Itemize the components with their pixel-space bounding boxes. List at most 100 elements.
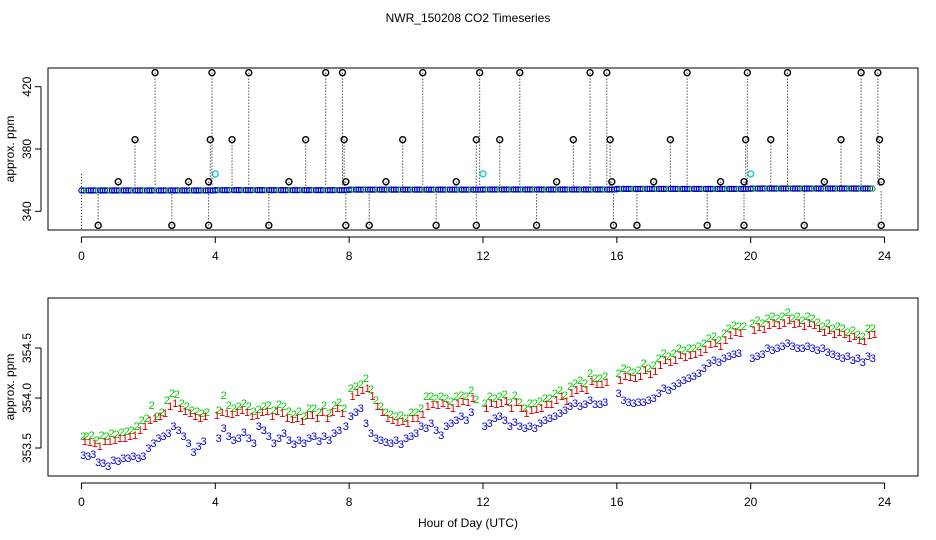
x-tick-label: 8 bbox=[346, 249, 353, 263]
outlier-point bbox=[322, 68, 330, 77]
series-2-marker: 2 bbox=[378, 401, 384, 413]
outlier-point bbox=[649, 178, 658, 186]
series-2-marker: 2 bbox=[433, 393, 439, 405]
series-2-marker: 2 bbox=[870, 323, 876, 335]
series-3-marker: 3 bbox=[343, 421, 349, 433]
outlier-point bbox=[608, 178, 616, 186]
series-1-marker: 1 bbox=[791, 319, 797, 331]
series-2-marker: 2 bbox=[463, 391, 469, 403]
series-1-marker: 1 bbox=[806, 318, 812, 330]
x-tick-label: 16 bbox=[610, 495, 624, 509]
series-3-marker: 3 bbox=[835, 351, 841, 363]
series-1-marker: 1 bbox=[359, 385, 365, 397]
bottom-y-axis-label: approx. ppm bbox=[3, 354, 17, 421]
series-3-marker: 3 bbox=[378, 435, 384, 447]
series-2-marker: 2 bbox=[221, 390, 227, 402]
x-tick-label: 20 bbox=[744, 495, 758, 509]
series-1-marker: 1 bbox=[460, 396, 466, 408]
series-2-marker: 2 bbox=[448, 396, 454, 408]
series-3-marker: 3 bbox=[701, 363, 707, 375]
series-2-marker: 2 bbox=[114, 429, 120, 441]
series-3-marker: 3 bbox=[408, 431, 414, 443]
series-2-marker: 2 bbox=[256, 404, 262, 416]
series-2-marker: 2 bbox=[103, 431, 109, 443]
series-2-marker: 2 bbox=[681, 345, 687, 357]
series-3-marker: 3 bbox=[291, 439, 297, 451]
series-2-marker: 2 bbox=[754, 315, 760, 327]
series-2-marker: 2 bbox=[830, 323, 836, 335]
outlier-point bbox=[398, 135, 407, 144]
outlier-point bbox=[452, 178, 460, 186]
outlier-point bbox=[603, 68, 611, 77]
series-1-marker: 1 bbox=[167, 401, 173, 413]
series-1-marker: 1 bbox=[836, 327, 842, 339]
series-3-marker: 3 bbox=[794, 343, 800, 355]
series-2-marker: 2 bbox=[741, 321, 747, 333]
outlier-point bbox=[516, 68, 524, 77]
series-2-marker: 2 bbox=[383, 407, 389, 419]
series-2-marker: 2 bbox=[266, 400, 272, 412]
series-3-marker: 3 bbox=[557, 408, 563, 420]
series-3-marker: 3 bbox=[413, 428, 419, 440]
series-2-marker: 2 bbox=[174, 389, 180, 401]
series-2-marker: 2 bbox=[408, 407, 414, 419]
series-2-marker: 2 bbox=[711, 331, 717, 343]
series-3-marker: 3 bbox=[226, 431, 232, 443]
series-1-marker: 1 bbox=[239, 405, 245, 417]
series-1-marker: 1 bbox=[682, 352, 688, 364]
series-2-marker: 2 bbox=[164, 395, 170, 407]
series-1-marker: 1 bbox=[637, 371, 643, 383]
cyan-point bbox=[747, 170, 755, 178]
series-2-marker: 2 bbox=[676, 343, 682, 355]
series-2-marker: 2 bbox=[311, 403, 317, 415]
top-panel: 0 4 8 12 16 20 24 340 380 420 approx. ppm bbox=[3, 67, 919, 263]
outlier-point bbox=[204, 178, 213, 186]
series-3-marker: 3 bbox=[185, 438, 191, 450]
series-2-marker: 2 bbox=[860, 331, 866, 343]
series-1-marker: 1 bbox=[339, 408, 345, 420]
series-3-marker: 3 bbox=[80, 450, 86, 462]
series-2-marker: 2 bbox=[363, 373, 369, 385]
series-3-marker: 3 bbox=[150, 438, 156, 450]
outlier-point bbox=[767, 135, 775, 144]
series-2-marker: 2 bbox=[438, 391, 444, 403]
outlier-point bbox=[606, 135, 614, 144]
series-1-marker: 1 bbox=[82, 436, 88, 448]
series-2-marker: 2 bbox=[261, 401, 267, 413]
outlier-point bbox=[586, 68, 594, 77]
x-tick-label: 12 bbox=[476, 495, 490, 509]
series-2-marker: 2 bbox=[784, 307, 790, 319]
outlier-point bbox=[633, 221, 641, 230]
series-1-marker: 1 bbox=[584, 385, 590, 397]
outlier-point bbox=[206, 135, 214, 144]
series-2-marker: 2 bbox=[184, 401, 190, 413]
series-3-marker: 3 bbox=[810, 343, 816, 355]
series-3-marker: 3 bbox=[251, 438, 257, 450]
series-3-marker: 3 bbox=[180, 431, 186, 443]
outlier-point bbox=[741, 135, 750, 144]
series-1-marker: 1 bbox=[523, 408, 529, 420]
series-2-marker: 2 bbox=[764, 313, 770, 325]
series-2-marker: 2 bbox=[492, 393, 498, 405]
series-3-marker: 3 bbox=[296, 435, 302, 447]
series-1-marker: 1 bbox=[304, 410, 310, 422]
series-2-marker: 2 bbox=[825, 318, 831, 330]
series-3-marker: 3 bbox=[651, 393, 657, 405]
outlier-point bbox=[338, 68, 347, 77]
series-1-marker: 1 bbox=[142, 421, 148, 433]
outlier-point bbox=[168, 221, 176, 230]
series-3-marker: 3 bbox=[418, 421, 424, 433]
outlier-point bbox=[342, 221, 350, 230]
series-1-marker: 1 bbox=[738, 328, 744, 340]
series-3-marker: 3 bbox=[656, 388, 662, 400]
series-1-marker: 1 bbox=[662, 355, 668, 367]
series-1-marker: 1 bbox=[370, 391, 376, 403]
outlier-point bbox=[285, 178, 293, 186]
series-2-marker: 2 bbox=[749, 318, 755, 330]
series-1-marker: 1 bbox=[269, 411, 275, 423]
series-2-marker: 2 bbox=[179, 398, 185, 410]
series-1-marker: 1 bbox=[430, 399, 436, 411]
series-2-marker: 2 bbox=[671, 348, 677, 360]
